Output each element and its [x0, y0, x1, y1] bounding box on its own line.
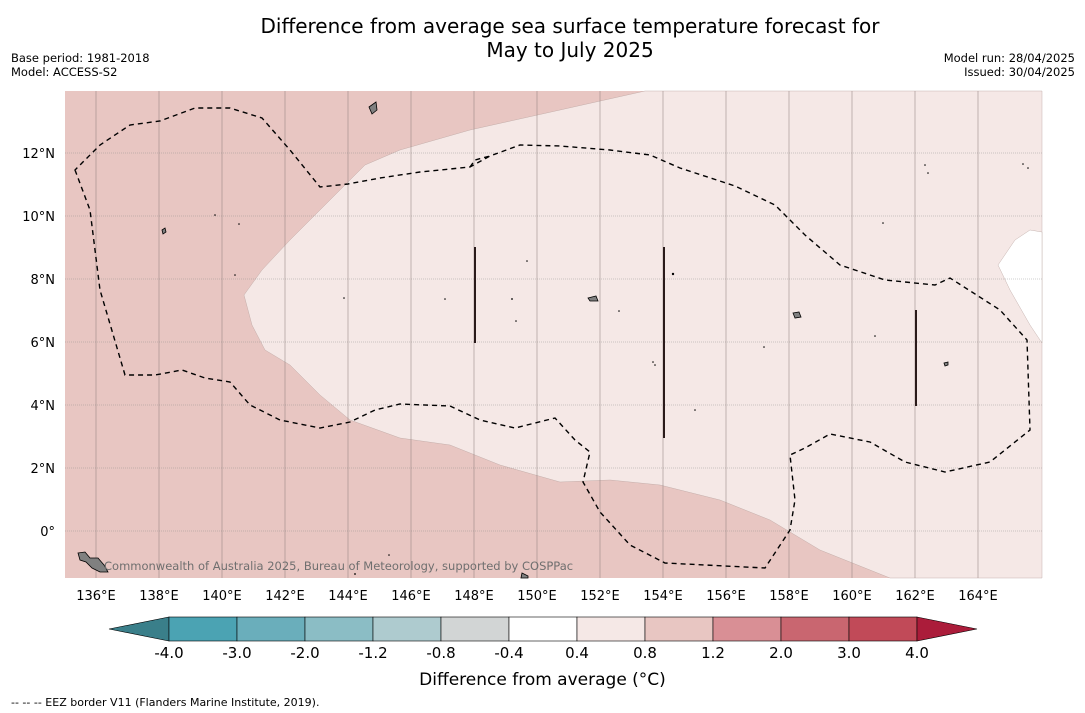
base-period: Base period: 1981-2018: [11, 51, 150, 65]
colorbar-swatch-3: [304, 616, 374, 642]
lon-label-148e: 148°E: [454, 589, 494, 604]
lon-label-136e: 136°E: [76, 589, 116, 604]
anomaly-region-0-4-0-8: [243, 90, 1043, 579]
anomaly-region-near-zero: [997, 229, 1043, 344]
model-name: Model: ACCESS-S2: [11, 65, 118, 79]
lon-label-156e: 156°E: [706, 589, 746, 604]
island-kosrae: [943, 361, 949, 367]
lon-label-158e: 158°E: [769, 589, 809, 604]
colorbar-label-4-0: 4.0: [905, 644, 929, 662]
eez-border-palau-west: [74, 107, 1031, 569]
island-chuuk: [587, 295, 599, 302]
colorbar-label-0-4: 0.4: [565, 644, 589, 662]
lon-label-146e: 146°E: [391, 589, 431, 604]
colorbar-label-3-0: 3.0: [837, 644, 861, 662]
colorbar-title: Difference from average (°C): [419, 670, 666, 690]
lat-label-2n: 2°N: [31, 462, 56, 477]
meta-right: Model run: 28/04/2025 Issued: 30/04/2025: [944, 51, 1075, 79]
lon-label-142e: 142°E: [265, 589, 305, 604]
colorbar-extend-high: [916, 616, 978, 642]
eez-borders: [74, 107, 1031, 569]
lon-label-154e: 154°E: [643, 589, 683, 604]
lon-label-144e: 144°E: [328, 589, 368, 604]
colorbar-swatch-4: [372, 616, 442, 642]
lon-label-164e: 164°E: [958, 589, 998, 604]
colorbar-swatch-11: [848, 616, 918, 642]
eez-footnote: -- -- -- EEZ border V11 (Flanders Marine…: [11, 696, 320, 709]
atolls: [214, 163, 1029, 575]
colorbar-label-minus-4-0: -4.0: [154, 644, 184, 662]
map-panel: Commonwealth of Australia 2025, Bureau o…: [65, 90, 1043, 579]
colorbar-label-minus-2-0: -2.0: [290, 644, 320, 662]
island-manus: [520, 572, 529, 579]
colorbar-label-minus-0-8: -0.8: [426, 644, 456, 662]
gridlines: [65, 152, 1042, 532]
island-yap: [161, 227, 167, 235]
island-pohnpei: [792, 311, 802, 319]
lon-label-140e: 140°E: [202, 589, 242, 604]
colorbar-swatch-9: [712, 616, 782, 642]
eez-border-fsm-north: [469, 155, 491, 168]
title-line-2: May to July 2025: [486, 38, 654, 62]
lon-labels: 136°E 138°E 140°E 142°E 144°E 146°E 148°…: [76, 589, 998, 604]
colorbar-swatch-7: [576, 616, 646, 642]
meta-left: Base period: 1981-2018 Model: ACCESS-S2: [11, 51, 150, 79]
colorbar-swatch-8: [644, 616, 714, 642]
lon-label-138e: 138°E: [139, 589, 179, 604]
colorbar-label-minus-0-4: -0.4: [494, 644, 524, 662]
issued-date: Issued: 30/04/2025: [964, 65, 1075, 79]
lat-label-8n: 8°N: [31, 273, 56, 288]
colorbar-swatch-5: [440, 616, 510, 642]
colorbar: [108, 616, 978, 642]
colorbar-label-2-0: 2.0: [769, 644, 793, 662]
island-guam: [368, 101, 378, 115]
colorbar-label-minus-3-0: -3.0: [222, 644, 252, 662]
credit-text: Commonwealth of Australia 2025, Bureau o…: [104, 559, 573, 573]
lon-label-162e: 162°E: [895, 589, 935, 604]
lat-label-4n: 4°N: [31, 399, 56, 414]
colorbar-label-minus-1-2: -1.2: [358, 644, 388, 662]
chart-title: Difference from average sea surface temp…: [0, 14, 1085, 62]
colorbar-label-0-8: 0.8: [633, 644, 657, 662]
model-run: Model run: 28/04/2025: [943, 51, 1075, 65]
lat-label-6n: 6°N: [31, 336, 56, 351]
colorbar-swatch-1: [168, 616, 238, 642]
eez-solid-segments: [474, 247, 917, 438]
lat-label-10n: 10°N: [22, 210, 55, 225]
lon-label-152e: 152°E: [580, 589, 620, 604]
lat-labels: 12°N 10°N 8°N 6°N 4°N 2°N 0°: [22, 147, 55, 540]
colorbar-swatch-2: [236, 616, 306, 642]
title-line-1: Difference from average sea surface temp…: [260, 14, 880, 38]
lon-label-150e: 150°E: [517, 589, 557, 604]
lon-label-160e: 160°E: [832, 589, 872, 604]
colorbar-swatch-10: [780, 616, 850, 642]
colorbar-label-1-2: 1.2: [701, 644, 725, 662]
islands: [77, 101, 949, 579]
lat-label-12n: 12°N: [22, 147, 55, 162]
colorbar-swatch-6: [508, 616, 578, 642]
colorbar-extend-low: [108, 616, 170, 642]
island-png: [77, 551, 109, 573]
lat-label-0: 0°: [40, 525, 55, 540]
